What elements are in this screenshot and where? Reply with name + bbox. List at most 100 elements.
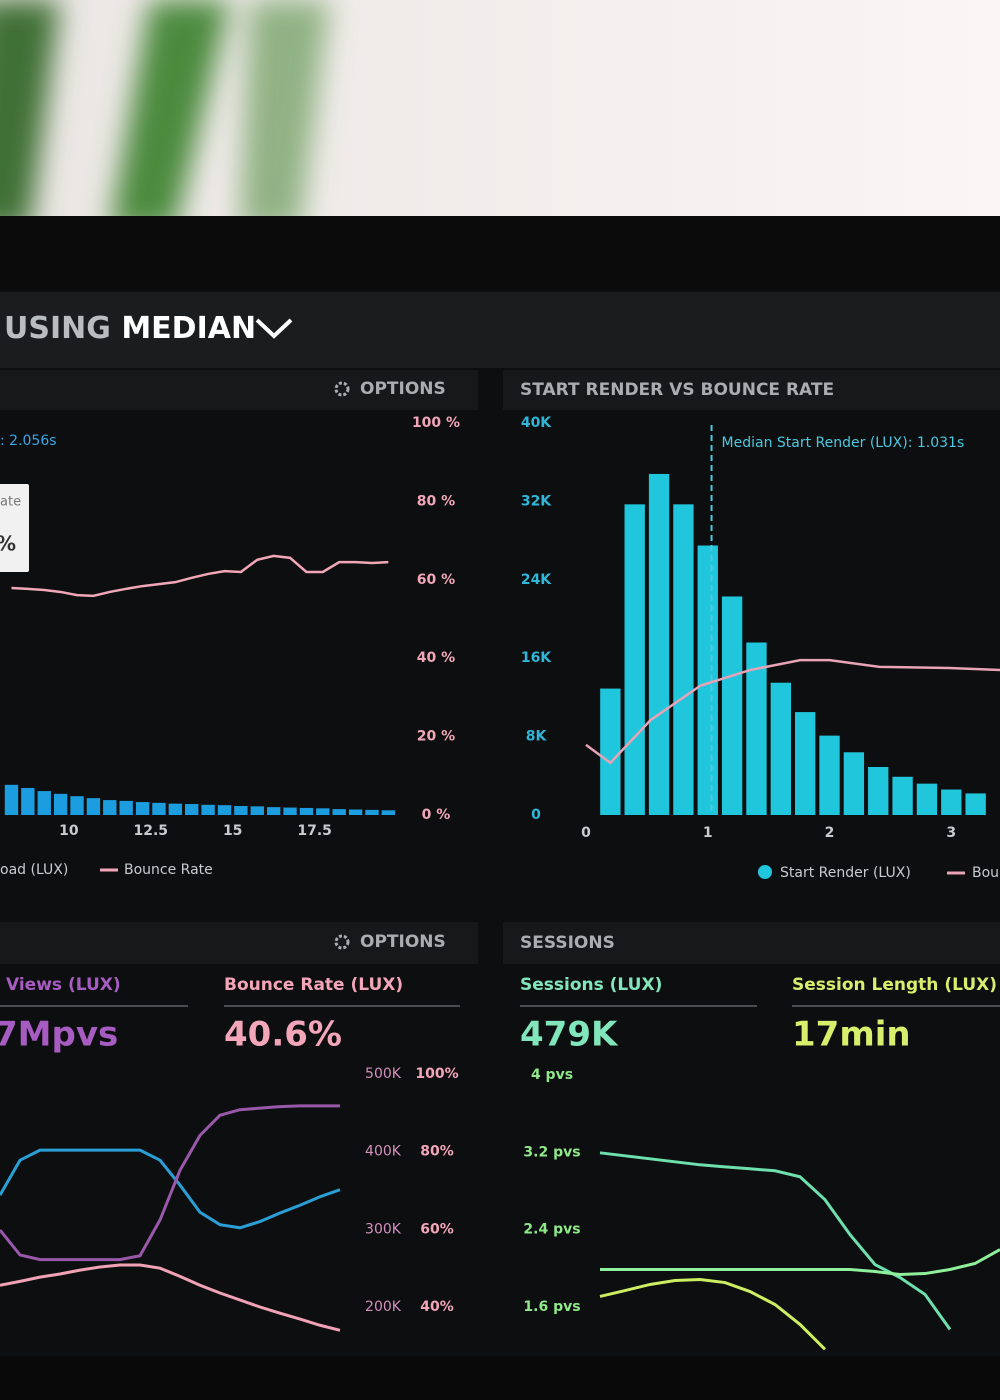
y-tick-label: 24K (521, 572, 552, 588)
y-tick-label: 80 % (417, 493, 455, 509)
y-tick-label: 300K (365, 1221, 402, 1237)
panel-header (503, 370, 1000, 410)
bar (332, 809, 346, 815)
bar (299, 807, 314, 815)
bar (819, 735, 840, 815)
x-tick-label: 2 (825, 825, 835, 841)
bar (843, 752, 865, 815)
annotation: : 2.056s (0, 433, 57, 449)
bar (721, 596, 743, 815)
bar (365, 809, 379, 815)
options-label[interactable]: OPTIONS (360, 379, 446, 399)
bar (119, 800, 133, 815)
bar (185, 804, 199, 815)
bar (892, 776, 913, 815)
screen (0, 290, 1000, 1356)
metric-value: 40.6% (224, 1015, 342, 1055)
options-button[interactable]: OPTIONS (334, 932, 446, 952)
bar (152, 802, 166, 815)
bar (316, 808, 330, 815)
tooltip-label: ate (0, 495, 21, 510)
gear-icon (334, 381, 350, 397)
panel-header (503, 922, 1000, 964)
y-tick-label: 500K (365, 1066, 402, 1082)
metric-value: 479K (520, 1015, 619, 1055)
tooltip (0, 484, 29, 572)
bar (381, 810, 396, 815)
title-prefix: USING (4, 311, 111, 346)
y-tick-label: 32K (521, 493, 552, 509)
bar (234, 805, 248, 815)
options-button[interactable]: OPTIONS (334, 379, 446, 399)
bar (916, 783, 938, 815)
bar (217, 805, 232, 815)
legend-label: Start Render (LUX) (780, 865, 911, 881)
gear-icon (334, 934, 350, 950)
line-series (600, 1248, 1000, 1277)
x-tick-label: 12.5 (133, 823, 168, 839)
bar (697, 545, 718, 815)
line-series (0, 1104, 340, 1262)
legend-label: oad (LUX) (0, 862, 68, 878)
y-tick-label: 40K (521, 415, 552, 431)
x-tick-label: 17.5 (297, 823, 332, 839)
metric-value: 7Mpvs (0, 1015, 118, 1055)
bar (37, 791, 51, 815)
bar (168, 803, 183, 815)
x-tick-label: 3 (946, 825, 956, 841)
metric-label: Bounce Rate (LUX) (224, 975, 403, 995)
bar (795, 712, 816, 815)
bar (266, 807, 281, 815)
title-main: MEDIAN (121, 311, 256, 346)
bar (4, 784, 19, 815)
y-tick-label: 1.6 pvs (523, 1299, 580, 1315)
y-tick-label: 8K (526, 729, 548, 745)
x-tick-label: 1 (703, 825, 713, 841)
y2-tick-label: 80% (420, 1144, 454, 1160)
line-series (11, 554, 389, 598)
y-tick-label: 0 % (422, 807, 451, 823)
tooltip-value: % (0, 532, 16, 556)
bar (70, 796, 84, 815)
bar (201, 804, 215, 815)
y-tick-label: 0 (531, 807, 541, 823)
x-tick-label: 15 (223, 823, 242, 839)
dropdown-chevron[interactable] (255, 318, 293, 339)
y2-tick-label: 100% (415, 1066, 458, 1082)
y-tick-label: 20 % (417, 729, 455, 745)
panel-header (0, 370, 478, 410)
top-bar (0, 292, 1000, 368)
y-tick-label: 40 % (417, 650, 455, 666)
panel-title: SESSIONS (520, 933, 615, 953)
bar (648, 473, 670, 815)
y-tick-label: 400K (365, 1144, 402, 1160)
bar (53, 793, 68, 815)
metric-label: Views (LUX) (6, 975, 121, 995)
y-tick-label: 200K (365, 1299, 402, 1315)
monitor-chin (0, 1356, 1000, 1400)
line-series (585, 658, 1000, 765)
y-tick-label: 4 pvs (531, 1067, 573, 1083)
legend-label: Bou (972, 865, 999, 881)
bar (965, 793, 986, 815)
legend-label: Bounce Rate (124, 862, 213, 878)
metric-value: 17min (792, 1015, 911, 1055)
panel-header (0, 922, 478, 964)
bar (250, 806, 264, 815)
metric-label: Session Length (LUX) (792, 975, 997, 995)
bar (86, 798, 101, 815)
bar (941, 789, 962, 815)
bar (21, 787, 35, 815)
bar (283, 807, 297, 815)
line-series (0, 1148, 341, 1230)
bar (673, 504, 694, 815)
y-tick-label: 2.4 pvs (523, 1222, 580, 1238)
options-label[interactable]: OPTIONS (360, 932, 446, 952)
bar (103, 800, 117, 815)
y-tick-label: 16K (521, 650, 552, 666)
bar (600, 688, 621, 815)
line-series (0, 1263, 341, 1332)
line-series (599, 1278, 827, 1351)
plant (0, 0, 330, 230)
